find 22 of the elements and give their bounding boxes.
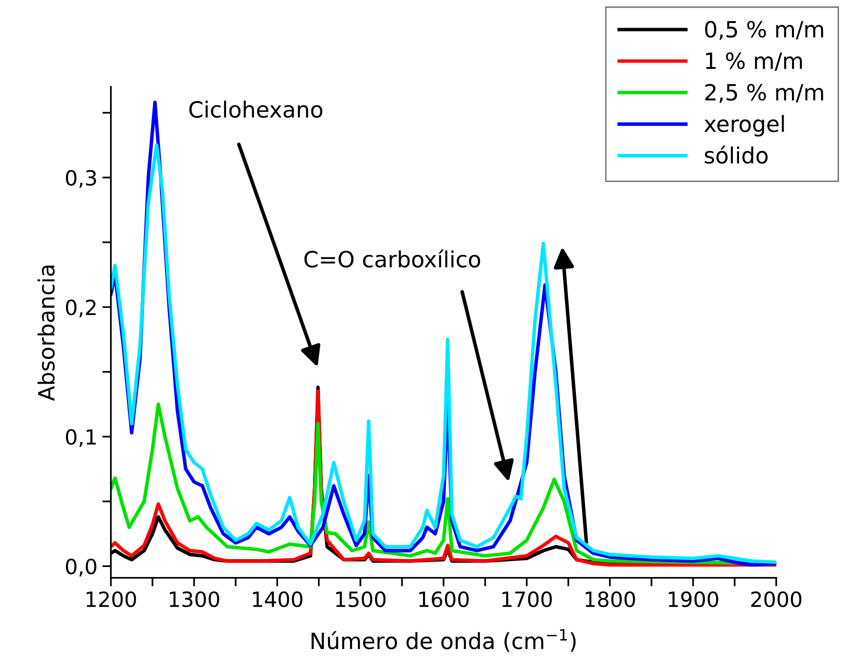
y-tick-label: 0,1 [66, 429, 96, 447]
legend-label: xerogel [704, 114, 784, 136]
legend-label: sólido [704, 146, 768, 164]
y-tick-label: 0,2 [66, 300, 96, 318]
annotation: C=O carboxílico [304, 249, 480, 268]
x-axis-title: Número de onda (cm$^{−1}$) [312, 629, 576, 652]
x-tick-label: 1300 [170, 591, 220, 608]
y-tick-label: 0,3 [66, 170, 96, 188]
x-tick-label: 1700 [502, 591, 552, 608]
y-axis-title: Absorbancia [38, 266, 55, 401]
legend-label: 1 % m/m [706, 52, 802, 71]
legend-label: 0,5 % m/m [705, 20, 824, 40]
x-tick-label: 1900 [668, 591, 718, 608]
x-tick-label: 1400 [253, 591, 302, 608]
annotation: Ciclohexano [189, 100, 322, 118]
x-tick-label: 2000 [751, 591, 802, 608]
x-tick-label: 1800 [586, 591, 636, 608]
y-tick-label: 0,0 [66, 558, 96, 576]
x-tick-label: 1200 [86, 591, 136, 608]
legend-label: 2,5 % m/m [705, 84, 824, 103]
x-tick-label: 1500 [336, 591, 386, 608]
x-tick-label: 1600 [419, 591, 469, 608]
